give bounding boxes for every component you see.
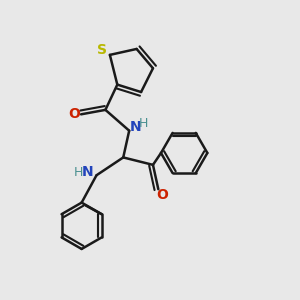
Text: O: O — [69, 107, 80, 121]
Text: S: S — [98, 44, 107, 57]
Text: N: N — [82, 165, 93, 179]
Text: N: N — [129, 120, 141, 134]
Text: H: H — [74, 166, 83, 179]
Text: O: O — [156, 188, 168, 202]
Text: H: H — [139, 117, 148, 130]
